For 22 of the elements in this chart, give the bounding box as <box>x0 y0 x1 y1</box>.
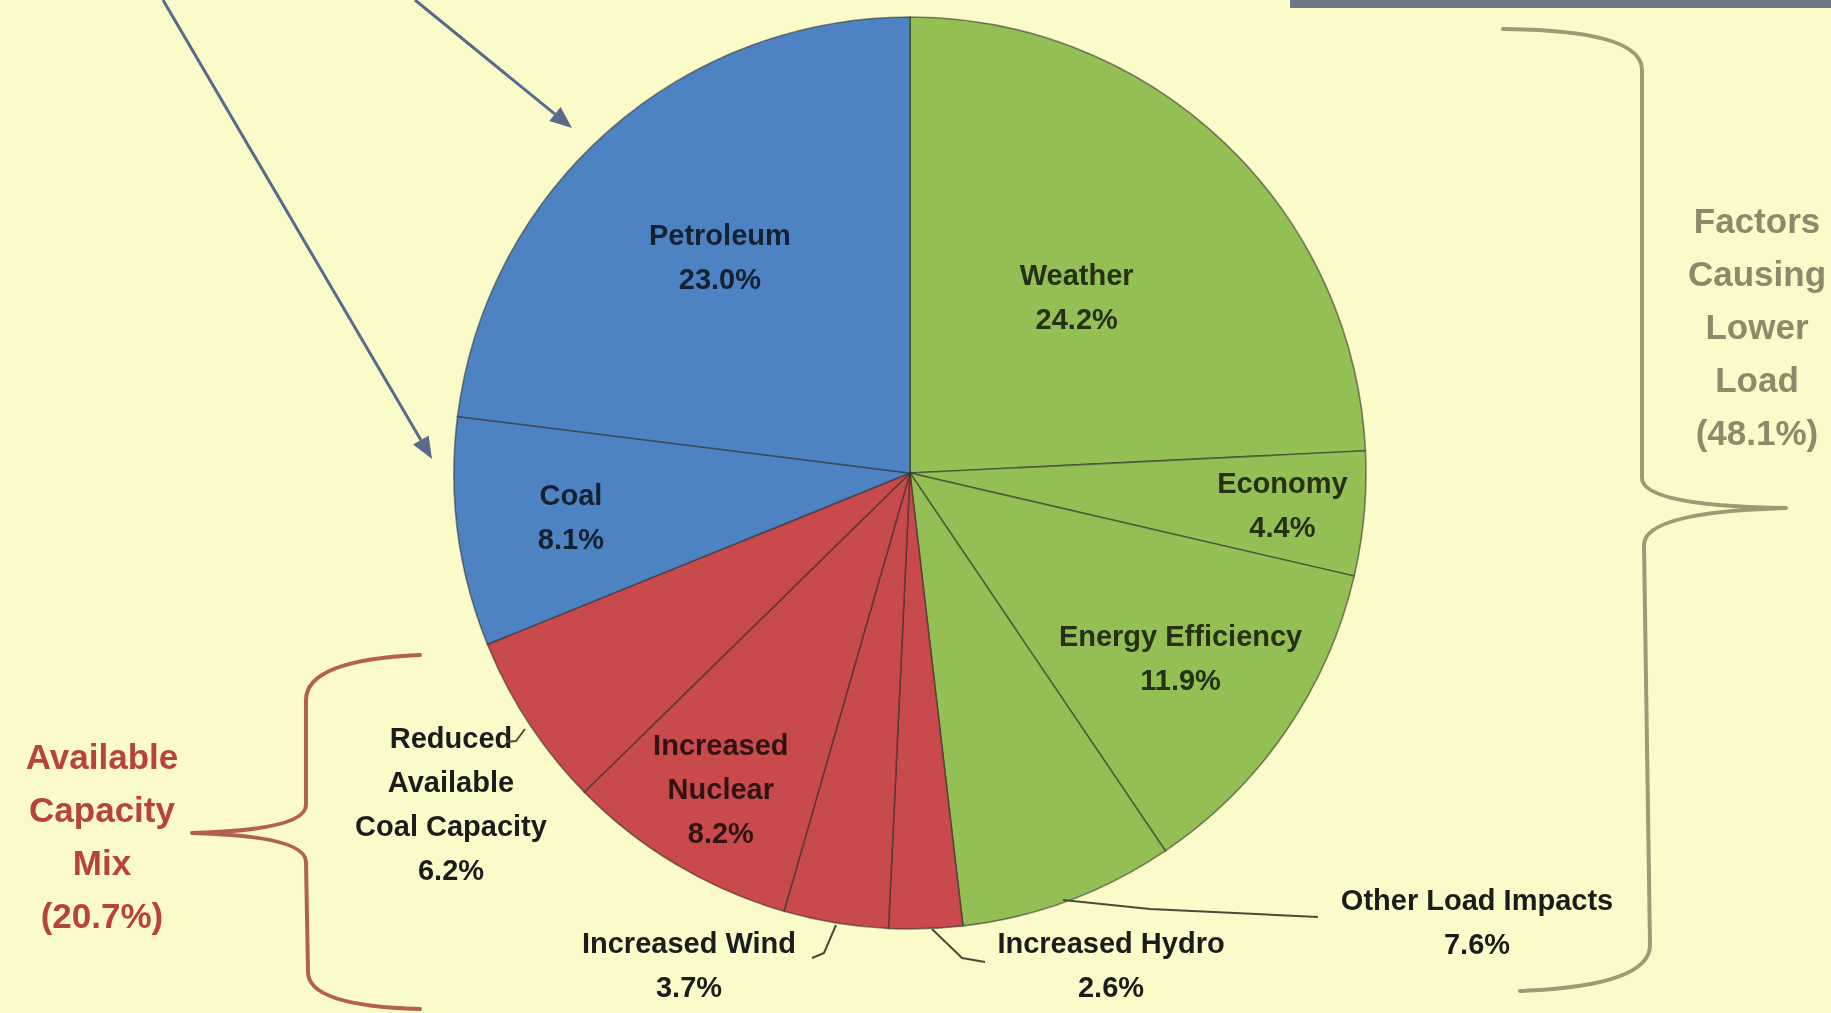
data-label: 7.6% <box>1443 928 1511 960</box>
data-label: 3.7% <box>655 971 723 1003</box>
data-label: 23.0% <box>678 262 762 295</box>
slice-label: Reduced Available Coal Capacity <box>355 722 547 842</box>
text: Available Capacity Mix (20.7%) <box>25 736 179 935</box>
data-label: 4.4% <box>1249 511 1316 544</box>
data-label: 8.2% <box>687 817 755 850</box>
slice-label: Coal <box>539 478 603 511</box>
slice-label: Increased Nuclear <box>653 729 789 806</box>
data-label: 11.9% <box>1140 663 1222 696</box>
data-label: 8.1% <box>537 522 605 555</box>
data-label: 2.6% <box>1077 971 1145 1003</box>
slice-label: Weather <box>1019 258 1134 291</box>
data-label: 24.2% <box>1035 302 1118 335</box>
text: Factors Causing Lower Load (48.1%) <box>1687 201 1827 452</box>
slice-label: Other Load Impacts <box>1340 884 1614 916</box>
slice-label: Economy <box>1217 467 1348 500</box>
slice-label: Increased Wind <box>581 927 797 959</box>
slice-label: Petroleum <box>648 218 791 251</box>
slice-label: Energy Efficiency <box>1058 619 1303 652</box>
data-label: 6.2% <box>417 854 485 886</box>
slice-label: Increased Hydro <box>997 927 1225 959</box>
